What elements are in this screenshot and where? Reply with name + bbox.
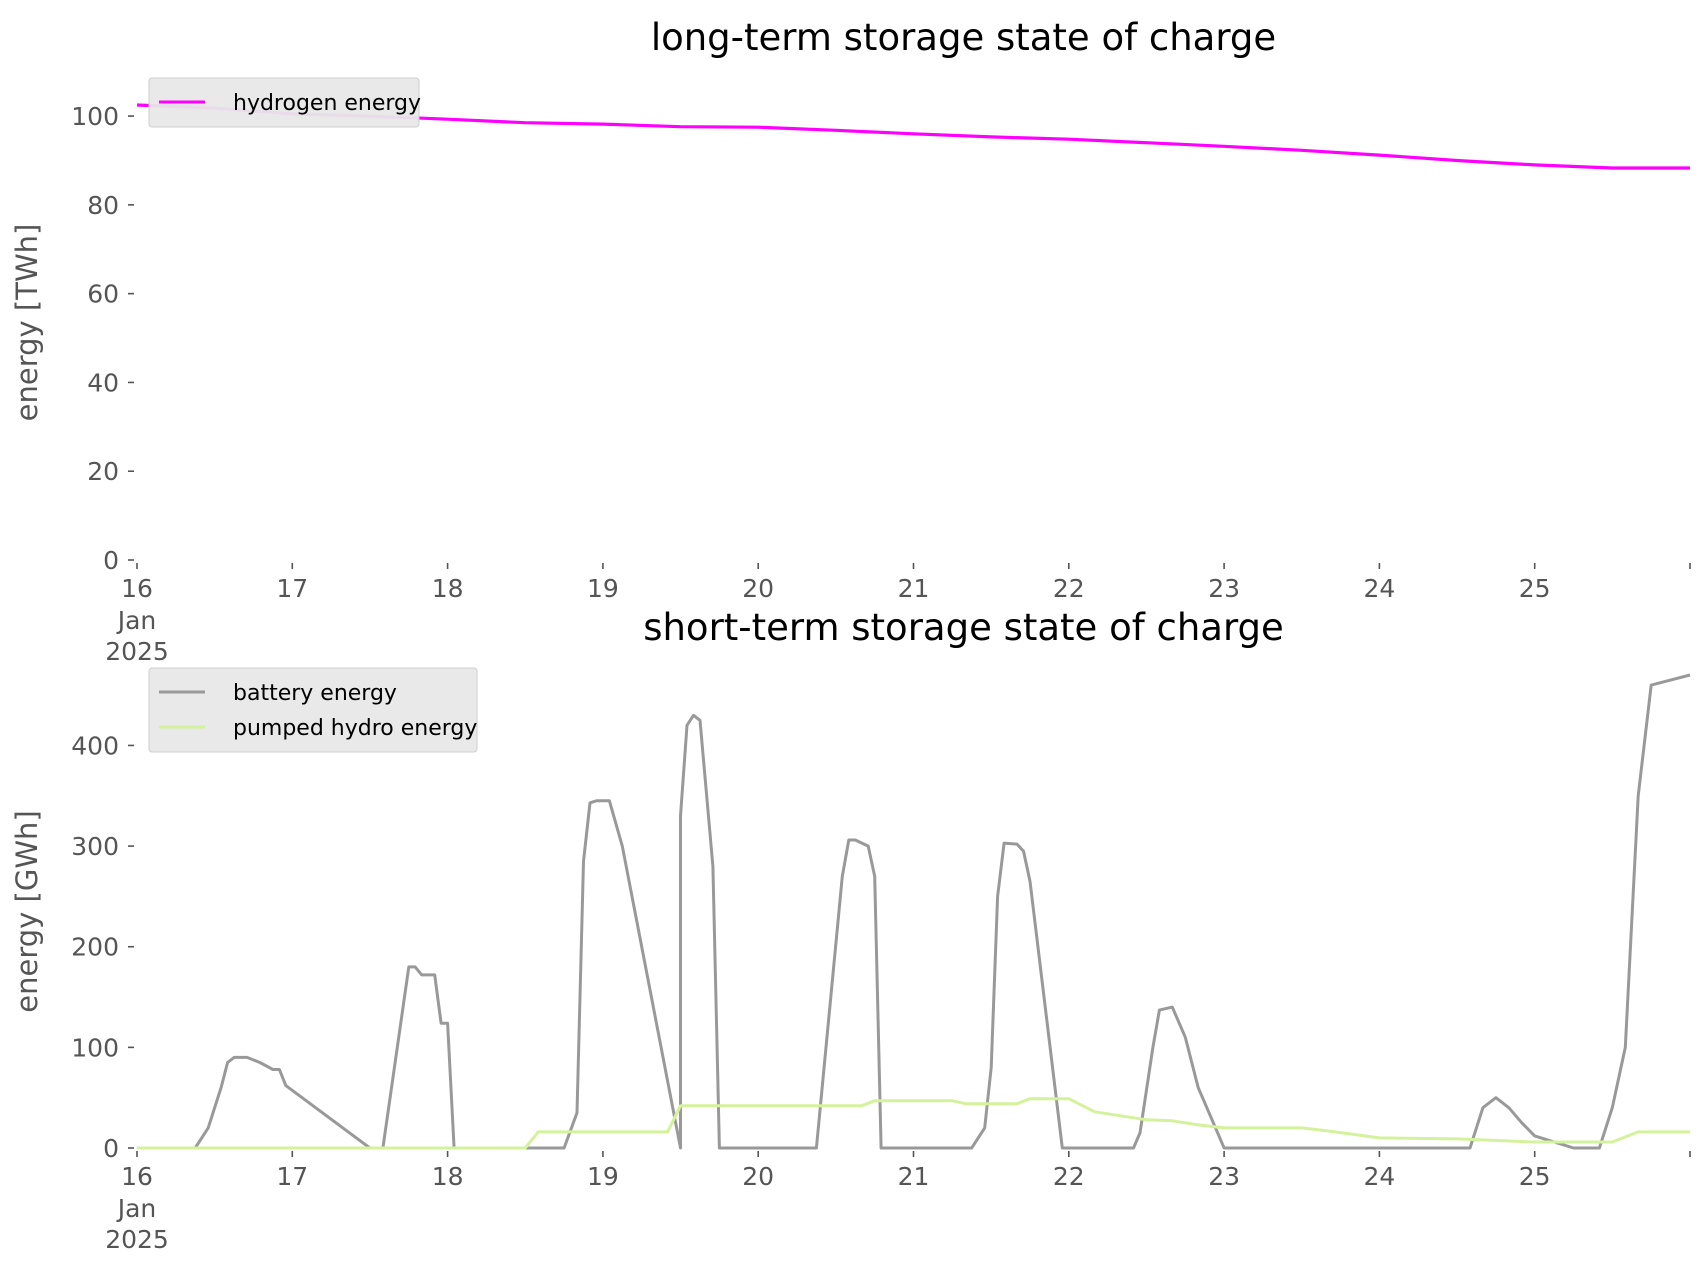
legend-box xyxy=(148,667,478,753)
x-tick-label: 22 xyxy=(1053,574,1085,603)
legend-label: pumped hydro energy xyxy=(233,716,477,741)
x-tick-label: 21 xyxy=(898,574,930,603)
y-tick-label: 100 xyxy=(71,102,119,131)
x-tick-label: 19 xyxy=(587,574,619,603)
y-tick-label: 0 xyxy=(103,546,119,575)
x-tick-label: 25 xyxy=(1519,574,1551,603)
y-tick-label: 100 xyxy=(71,1033,119,1062)
x-tick-label: 24 xyxy=(1363,574,1395,603)
x-tick-label: 23 xyxy=(1208,1162,1240,1191)
x-tick-sublabel: 2025 xyxy=(105,1225,169,1254)
legend-label: battery energy xyxy=(233,681,397,706)
x-tick-sublabel: Jan xyxy=(116,1194,157,1223)
x-tick-label: 18 xyxy=(432,574,464,603)
y-tick-label: 20 xyxy=(87,457,119,486)
chart-title: long-term storage state of charge xyxy=(651,16,1276,59)
x-tick-label: 20 xyxy=(742,1162,774,1191)
y-tick-label: 40 xyxy=(87,368,119,397)
y-tick-label: 400 xyxy=(71,731,119,760)
chart-title: short-term storage state of charge xyxy=(643,606,1284,649)
x-tick-label: 20 xyxy=(742,574,774,603)
y-tick-label: 200 xyxy=(71,933,119,962)
y-tick-label: 300 xyxy=(71,832,119,861)
x-tick-label: 23 xyxy=(1208,574,1240,603)
y-tick-label: 80 xyxy=(87,191,119,220)
x-tick-label: 17 xyxy=(276,574,308,603)
x-tick-label: 17 xyxy=(276,1162,308,1191)
x-tick-label: 22 xyxy=(1053,1162,1085,1191)
legend-label: hydrogen energy xyxy=(233,91,421,116)
y-tick-label: 0 xyxy=(103,1134,119,1163)
x-tick-label: 16 xyxy=(121,574,153,603)
series-line-battery-energy xyxy=(137,673,1691,1150)
x-tick-sublabel: Jan xyxy=(116,606,157,635)
y-axis-label: energy [TWh] xyxy=(10,224,44,422)
x-tick-label: 19 xyxy=(587,1162,619,1191)
x-tick-sublabel: 2025 xyxy=(105,637,169,666)
legend-box xyxy=(148,77,420,128)
y-tick-label: 60 xyxy=(87,280,119,309)
x-tick-label: 21 xyxy=(898,1162,930,1191)
x-tick-label: 16 xyxy=(121,1162,153,1191)
x-tick-label: 24 xyxy=(1363,1162,1395,1191)
x-tick-label: 25 xyxy=(1519,1162,1551,1191)
series-line-pumped-hydro-energy xyxy=(137,1097,1690,1150)
y-axis-label: energy [GWh] xyxy=(10,810,44,1012)
x-tick-label: 18 xyxy=(432,1162,464,1191)
